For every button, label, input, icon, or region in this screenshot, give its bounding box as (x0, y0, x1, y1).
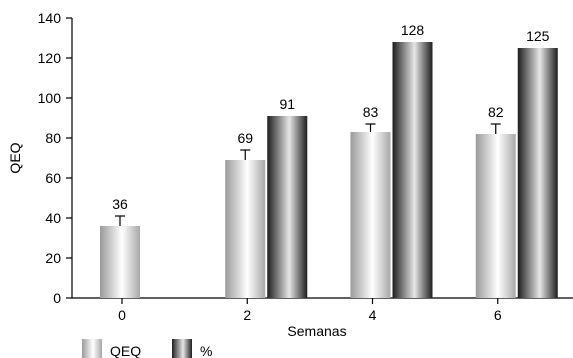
legend-label-qeq: QEQ (110, 343, 141, 358)
bar-qeq-0 (100, 226, 140, 298)
bar-pct-4 (392, 42, 433, 298)
data-label: 128 (401, 22, 425, 38)
x-axis-label: Semanas (287, 323, 346, 339)
data-label: 91 (279, 96, 295, 112)
legend-label-pct: % (200, 343, 212, 358)
bar-qeq-6 (475, 134, 516, 298)
bar-qeq-4 (350, 132, 391, 298)
bar-qeq-2 (225, 160, 266, 298)
x-tick-label: 6 (494, 307, 502, 323)
x-tick-label: 4 (369, 307, 377, 323)
y-axis: 0 20 40 60 80 100 120 140 (38, 10, 73, 306)
x-axis: 0 2 4 6 (72, 297, 573, 323)
y-tick-label: 80 (45, 130, 61, 146)
y-tick-label: 40 (45, 210, 61, 226)
legend-swatch-qeq (82, 339, 102, 358)
bars (100, 42, 558, 298)
y-tick-label: 120 (38, 50, 62, 66)
y-axis-label: QEQ (7, 142, 23, 173)
y-tick-label: 140 (38, 10, 62, 26)
legend-swatch-pct (172, 339, 192, 358)
data-label: 36 (112, 196, 128, 212)
x-tick-label: 0 (118, 307, 126, 323)
y-tick-label: 60 (45, 170, 61, 186)
y-tick-label: 20 (45, 250, 61, 266)
legend: QEQ % (82, 339, 212, 358)
data-label: 125 (526, 28, 550, 44)
data-labels: 36 69 91 83 128 82 125 (112, 22, 549, 212)
y-tick-label: 0 (53, 290, 61, 306)
bar-pct-2 (267, 116, 308, 298)
data-label: 83 (363, 104, 379, 120)
x-tick-label: 2 (243, 307, 251, 323)
data-label: 82 (488, 104, 504, 120)
y-tick-label: 100 (38, 90, 62, 106)
data-label: 69 (237, 130, 253, 146)
bar-pct-6 (517, 48, 558, 298)
